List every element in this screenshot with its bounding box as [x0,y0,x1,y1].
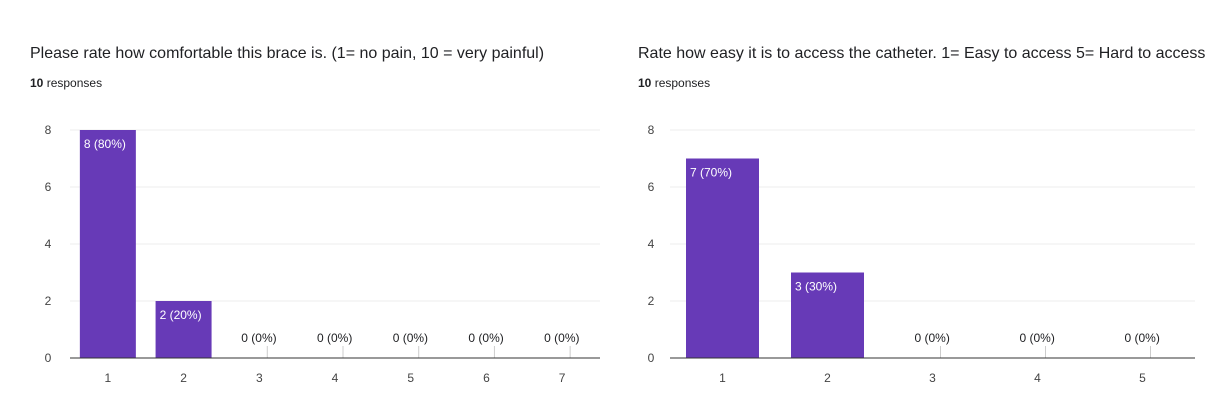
data-label: 0 (0%) [468,331,503,345]
y-tick-label: 0 [45,351,52,365]
responses-count: 10 [638,76,652,90]
y-tick-label: 8 [648,123,655,137]
y-tick-label: 6 [45,180,52,194]
x-tick-label: 5 [1139,371,1146,385]
y-tick-label: 2 [648,294,655,308]
data-label: 0 (0%) [915,331,950,345]
data-label: 7 (70%) [690,166,732,180]
y-tick-label: 6 [648,180,655,194]
data-label: 0 (0%) [1125,331,1160,345]
x-tick-label: 5 [407,371,414,385]
data-label: 0 (0%) [1020,331,1055,345]
x-tick-label: 6 [483,371,490,385]
x-tick-label: 3 [256,371,263,385]
responses-summary: 10 responses [638,76,710,90]
x-tick-label: 3 [929,371,936,385]
chart-title: Please rate how comfortable this brace i… [30,45,545,62]
chart-panel-catheter-access: Rate how easy it is to access the cathet… [605,0,1210,420]
y-tick-label: 0 [648,351,655,365]
data-label: 3 (30%) [795,280,837,294]
responses-count: 10 [30,76,44,90]
data-label: 2 (20%) [160,308,202,322]
data-label: 0 (0%) [544,331,579,345]
bar-chart-comfort: 0 2 4 6 8 8 (80%) 1 2 (20%) 2 0 (0%) 3 0 (0%) 4 0 (0%… [45,123,600,385]
x-tick-label: 1 [105,371,112,385]
data-label: 0 (0%) [241,331,276,345]
bar-chart-catheter-access: 0 2 4 6 8 7 (70%) 1 3 (30%) 2 0 (0%) 3 0 (0%) 4 0 (0%… [648,123,1195,385]
x-tick-label: 2 [180,371,187,385]
y-tick-label: 4 [648,237,655,251]
x-tick-label: 7 [559,371,566,385]
x-tick-label: 2 [824,371,831,385]
chart-title: Rate how easy it is to access the cathet… [638,45,1206,62]
responses-label: responses [654,76,711,90]
data-label: 8 (80%) [84,137,126,151]
responses-label: responses [46,76,103,90]
x-tick-label: 4 [332,371,339,385]
bar [155,301,212,358]
y-tick-label: 4 [45,237,52,251]
data-label: 0 (0%) [393,331,428,345]
y-tick-label: 8 [45,123,52,137]
data-label: 0 (0%) [317,331,352,345]
bar [791,272,864,358]
x-tick-label: 1 [719,371,726,385]
chart-panel-comfort: Please rate how comfortable this brace i… [30,45,600,385]
x-tick-label: 4 [1034,371,1041,385]
bar [79,130,136,358]
responses-summary: 10 responses [30,76,102,90]
y-tick-label: 2 [45,294,52,308]
bar [686,158,759,358]
